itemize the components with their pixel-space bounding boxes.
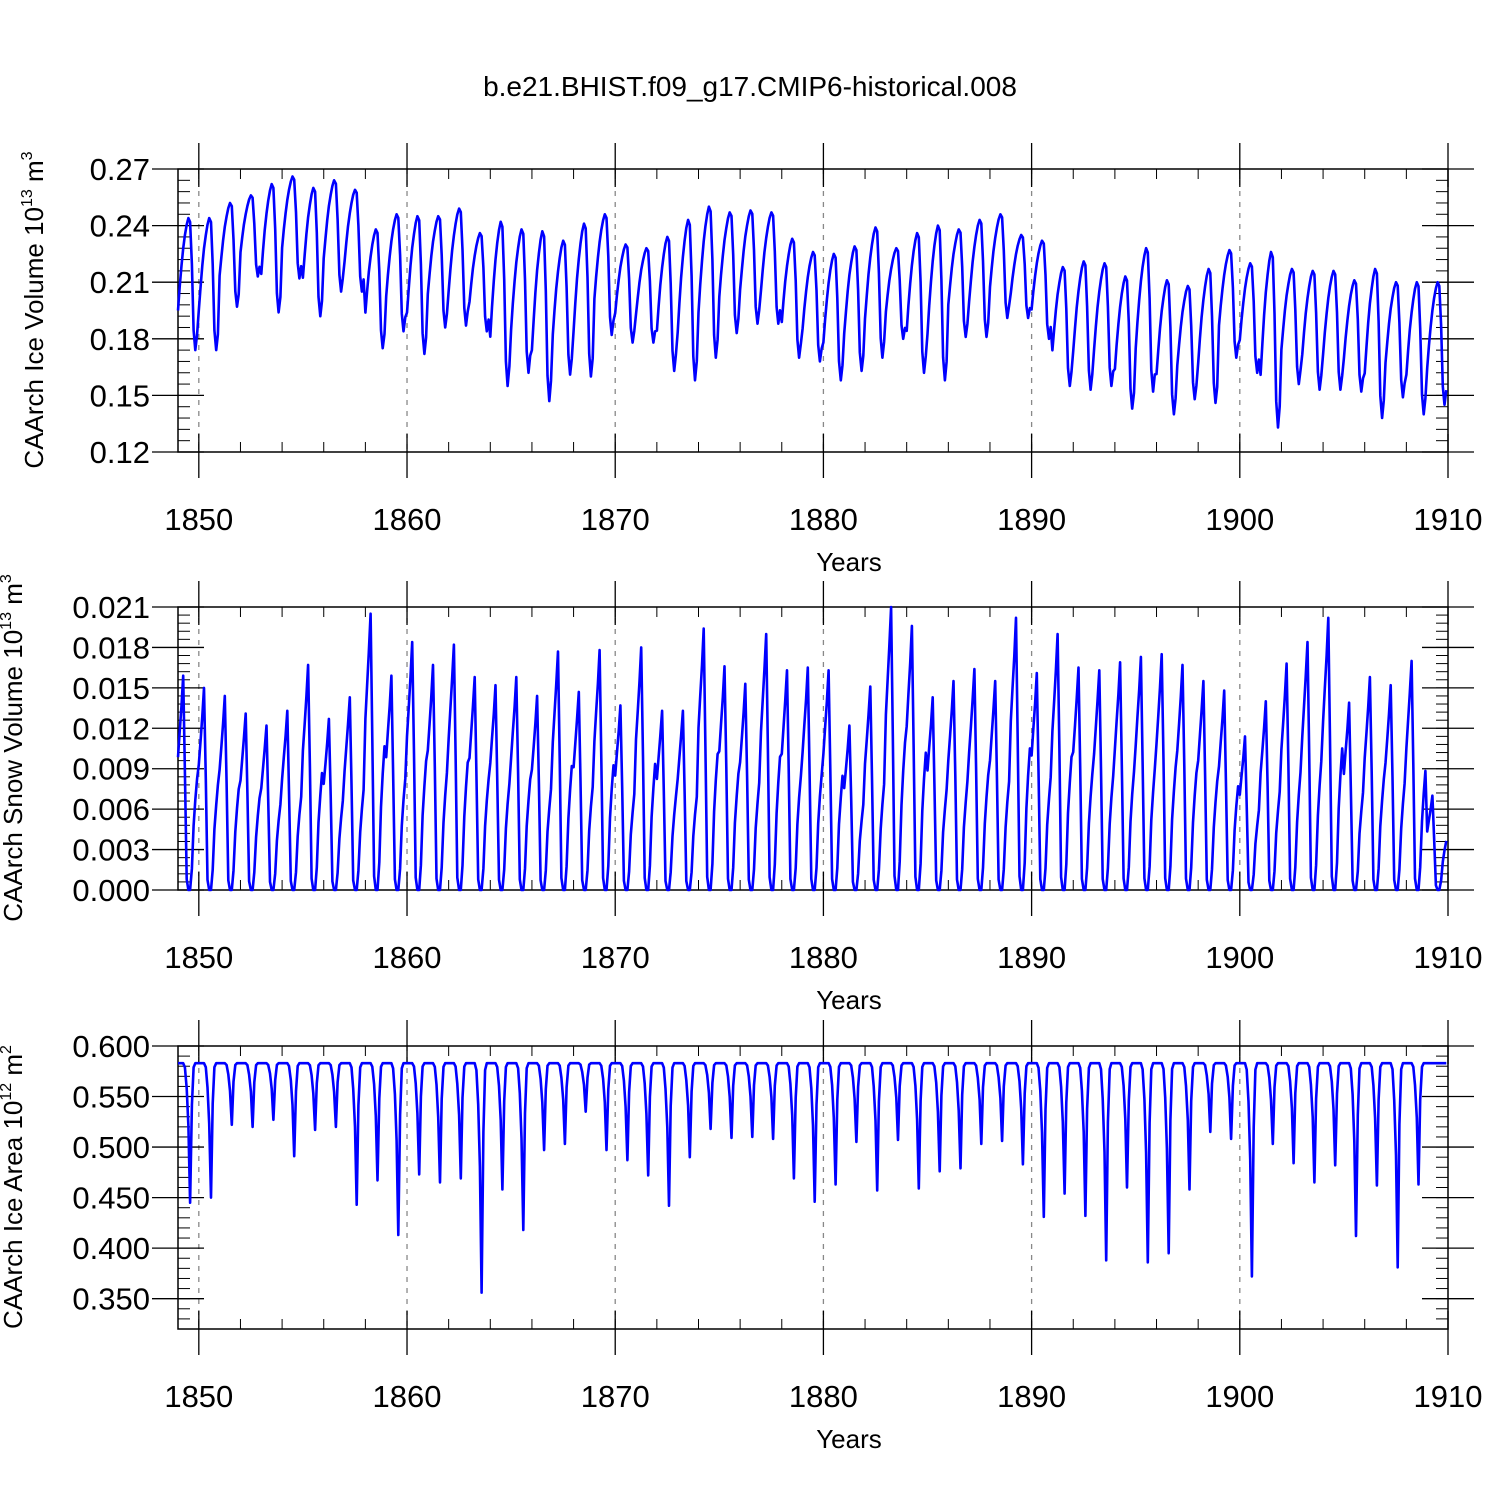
y-tick-label: 0.018 [72, 630, 150, 665]
y-tick-label: 0.550 [72, 1080, 150, 1115]
x-tick-label: 1890 [997, 502, 1066, 537]
snow-volume-panel: 0.000 0.003 0.006 0.009 0.012 0.015 0.018 0.021… [0, 574, 1482, 1015]
y-tick-label: 0.003 [72, 833, 150, 868]
y-tick-label: 0.21 [90, 265, 150, 300]
y-tick-label: 0.021 [72, 590, 150, 625]
ice-area-series-line [178, 1061, 1447, 1294]
y-tick-label: 0.24 [90, 209, 150, 244]
x-tick-label: 1860 [373, 1379, 442, 1414]
x-axis-label: Years [816, 985, 882, 1015]
x-tick-label: 1880 [789, 502, 858, 537]
figure-title: b.e21.BHIST.f09_g17.CMIP6-historical.008 [483, 71, 1017, 102]
y-tick-label: 0.500 [72, 1130, 150, 1165]
x-tick-label: 1890 [997, 940, 1066, 975]
ice-area-panel: 0.350 0.400 0.450 0.500 0.550 0.600 1850 1860 18… [0, 1020, 1482, 1454]
y-tick-label: 0.012 [72, 711, 150, 746]
x-axis-label: Years [816, 547, 882, 577]
ice-volume-frame [177, 168, 1449, 453]
y-tick-label: 0.12 [90, 435, 150, 470]
x-tick-label: 1890 [997, 1379, 1066, 1414]
x-tick-label: 1850 [164, 502, 233, 537]
y-tick-label: 0.600 [72, 1029, 150, 1064]
y-axis-label: CAArch Ice Area 1012 m2 [0, 1045, 28, 1329]
x-tick-label: 1860 [373, 940, 442, 975]
x-tick-label: 1860 [373, 502, 442, 537]
x-tick-label: 1880 [789, 1379, 858, 1414]
x-tick-label: 1900 [1205, 502, 1274, 537]
ice-volume-series-line [176, 175, 1448, 429]
x-tick-label: 1870 [581, 940, 650, 975]
y-axis-label: CAArch Ice Volume 1013 m3 [19, 151, 49, 468]
snow-volume-series-line [176, 605, 1448, 892]
x-tick-label: 1850 [164, 940, 233, 975]
x-tick-label: 1870 [581, 502, 650, 537]
x-tick-label: 1900 [1205, 940, 1274, 975]
x-tick-label: 1870 [581, 1379, 650, 1414]
y-tick-label: 0.15 [90, 378, 150, 413]
y-tick-label: 0.450 [72, 1181, 150, 1216]
x-tick-label: 1910 [1414, 502, 1483, 537]
y-tick-label: 0.400 [72, 1231, 150, 1266]
x-tick-label: 1910 [1414, 1379, 1483, 1414]
x-tick-label: 1910 [1414, 940, 1483, 975]
x-tick-label: 1850 [164, 1379, 233, 1414]
x-tick-label: 1900 [1205, 1379, 1274, 1414]
y-tick-label: 0.350 [72, 1282, 150, 1317]
y-tick-label: 0.000 [72, 873, 150, 908]
ice-area-frame [177, 1045, 1449, 1330]
y-tick-label: 0.015 [72, 671, 150, 706]
y-tick-label: 0.006 [72, 792, 150, 827]
y-tick-label: 0.18 [90, 322, 150, 357]
y-axis-label: CAArch Snow Volume 1013 m3 [0, 574, 28, 922]
x-tick-label: 1880 [789, 940, 858, 975]
y-tick-label: 0.009 [72, 752, 150, 787]
y-tick-label: 0.27 [90, 152, 150, 187]
x-axis-label: Years [816, 1424, 882, 1454]
ice-volume-panel: 0.12 0.15 0.18 0.21 0.24 0.27 1850 1860 1870 1880… [19, 143, 1482, 577]
